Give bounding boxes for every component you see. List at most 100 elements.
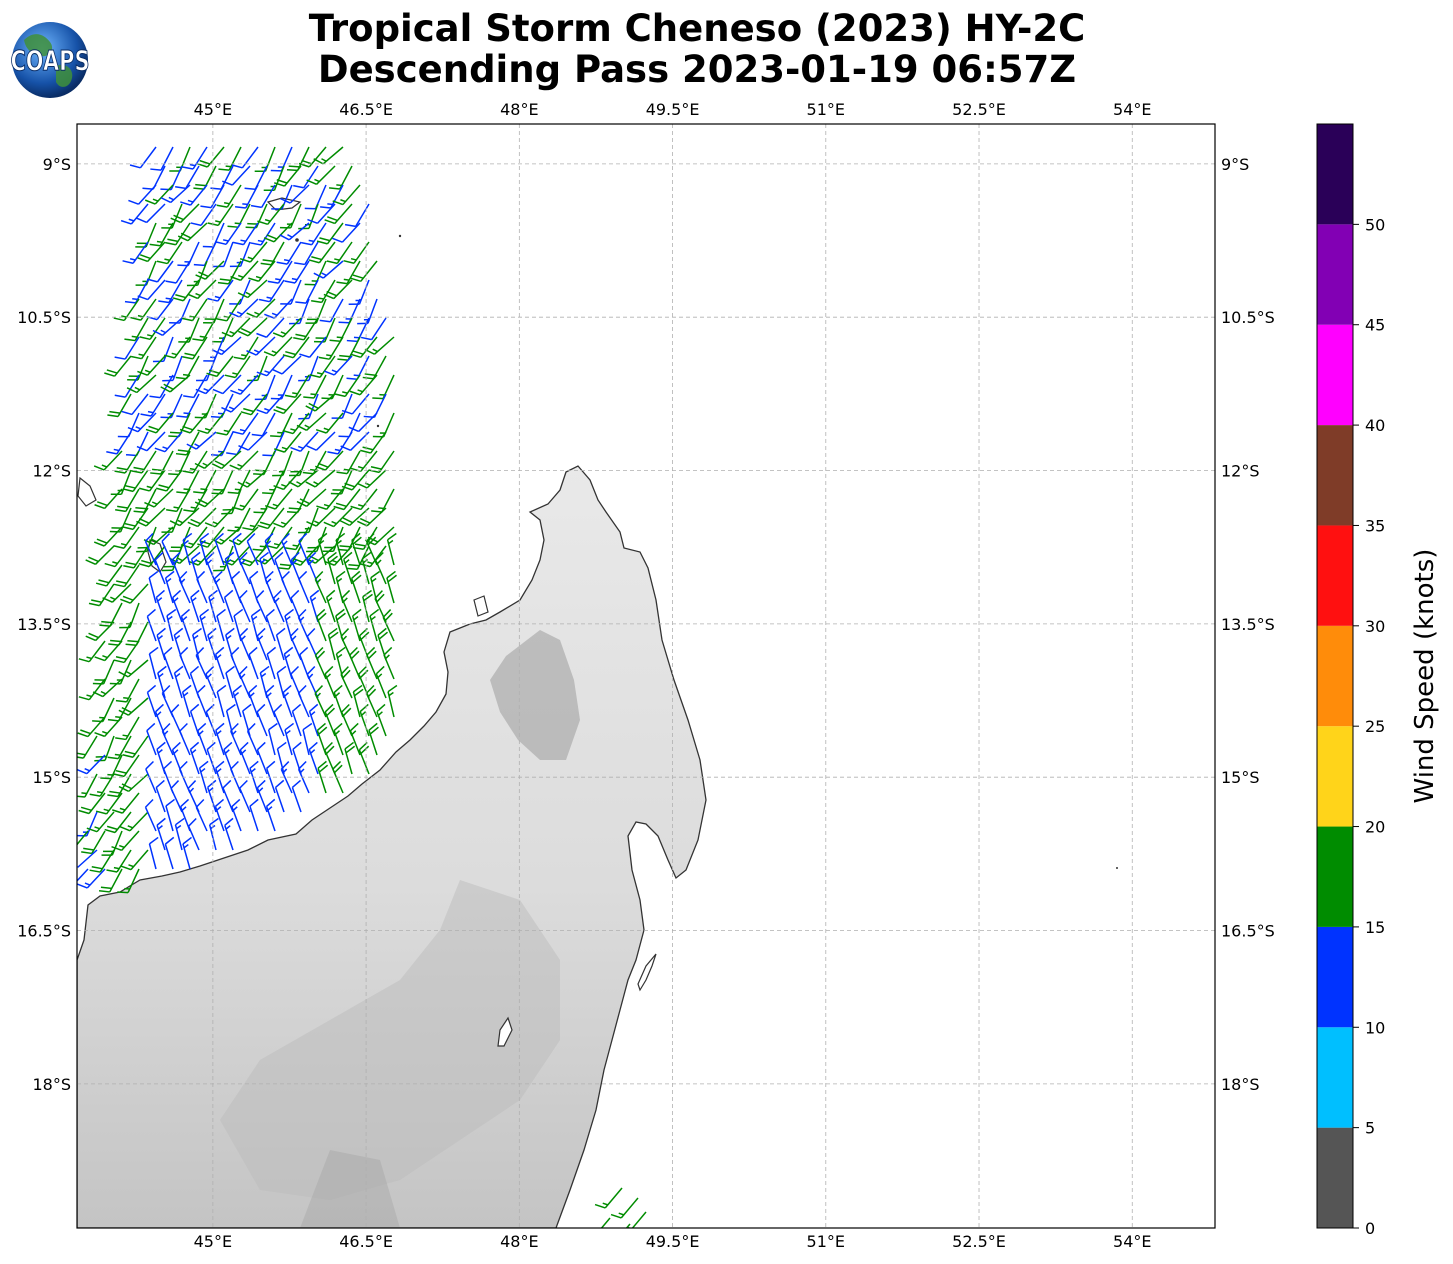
wind-barb xyxy=(196,355,217,382)
wind-barb xyxy=(299,336,327,358)
wind-barb xyxy=(594,1187,623,1209)
wind-barb xyxy=(272,589,285,623)
wind-barb xyxy=(238,589,251,623)
wind-barb xyxy=(341,589,353,623)
wind-barb xyxy=(164,836,175,870)
wind-barb xyxy=(293,317,319,341)
wind-barb xyxy=(294,241,319,266)
lat-tick-label-right: 15°S xyxy=(1221,768,1260,787)
wind-barb xyxy=(383,646,395,680)
wind-barb xyxy=(124,317,149,342)
wind-barb xyxy=(275,627,286,661)
wind-barb xyxy=(118,773,149,793)
wind-barb xyxy=(182,532,193,566)
wind-barb xyxy=(265,798,276,832)
wind-barb xyxy=(335,532,346,566)
wind-barb xyxy=(152,317,183,336)
wind-barb xyxy=(182,450,208,474)
wind-barb xyxy=(333,722,344,756)
wind-barb xyxy=(349,646,361,680)
wind-barb xyxy=(289,627,302,661)
wind-barb xyxy=(106,431,132,455)
wind-barb xyxy=(195,647,208,680)
lon-tick-label-bottom: 45°E xyxy=(194,1232,232,1251)
wind-barb xyxy=(218,146,242,171)
wind-barb xyxy=(323,507,353,528)
wind-barb xyxy=(305,469,336,488)
colorbar-tick-label: 40 xyxy=(1365,416,1385,435)
wind-barb xyxy=(364,336,395,355)
wind-barb xyxy=(216,412,242,436)
wind-barb xyxy=(298,570,310,604)
wind-barb xyxy=(256,393,285,415)
wind-barb xyxy=(256,627,268,661)
wind-barb xyxy=(365,684,378,718)
wind-barb xyxy=(136,507,166,527)
wind-barb xyxy=(258,279,285,303)
wind-barb xyxy=(215,760,225,794)
wind-barb xyxy=(107,393,132,418)
wind-barb xyxy=(291,703,302,737)
wind-barb xyxy=(323,279,353,300)
wind-barb xyxy=(279,222,310,241)
wind-barb xyxy=(282,684,293,718)
wind-barb xyxy=(241,703,252,737)
wind-barb xyxy=(137,279,166,301)
wind-barb xyxy=(263,222,293,243)
wind-barb xyxy=(129,146,157,169)
wind-barb xyxy=(276,741,287,775)
lon-tick-label-top: 45°E xyxy=(194,100,232,119)
wind-barb xyxy=(118,697,149,716)
wind-barb xyxy=(229,298,259,318)
wind-barb xyxy=(120,849,149,871)
lon-tick-label-bottom: 48°E xyxy=(500,1232,538,1251)
wind-barb xyxy=(246,336,276,356)
wind-barb xyxy=(148,570,159,604)
wind-barb xyxy=(144,184,174,205)
wind-barb xyxy=(144,533,157,566)
wind-barb xyxy=(273,469,302,491)
wind-barb xyxy=(296,488,327,508)
wind-barbs-layer xyxy=(77,146,647,1228)
wind-barb xyxy=(360,431,387,454)
wind-barb xyxy=(78,678,106,701)
axis-ticks: 45°E 45°E 46.5°E 46.5°E 48°E 48°E 49.5°E 49.5°E… xyxy=(17,100,1275,1251)
wind-barb xyxy=(161,533,174,566)
colorbar-bin xyxy=(1317,625,1353,727)
wind-barb xyxy=(257,507,285,530)
wind-barb xyxy=(144,798,157,832)
wind-barb xyxy=(182,336,208,360)
wind-barb xyxy=(145,760,157,794)
colorbar-bin xyxy=(1317,525,1353,626)
lat-tick-label-right: 10.5°S xyxy=(1221,308,1275,327)
wind-barb xyxy=(336,450,361,475)
wind-barb xyxy=(113,526,140,549)
wind-barb xyxy=(94,716,123,738)
wind-barb xyxy=(232,684,243,718)
wind-barb xyxy=(229,450,259,471)
wind-barb xyxy=(140,393,166,417)
wind-barb xyxy=(171,589,183,623)
wind-barb xyxy=(199,608,210,642)
colorbar-bin xyxy=(1317,425,1353,526)
wind-barb xyxy=(368,450,395,474)
wind-barb xyxy=(350,260,378,283)
wind-barb xyxy=(387,684,398,718)
wind-barb xyxy=(232,222,259,246)
wind-barb xyxy=(133,488,157,513)
wind-barb xyxy=(252,526,276,551)
colorbar-bin xyxy=(1317,324,1353,426)
wind-barb xyxy=(233,336,259,360)
wind-barb xyxy=(94,488,123,510)
wind-barb xyxy=(230,260,259,282)
wind-barb xyxy=(155,469,183,492)
wind-barb xyxy=(196,684,208,718)
wind-barb xyxy=(126,374,157,394)
wind-barb xyxy=(114,450,140,474)
wind-barb xyxy=(325,589,336,623)
wind-barb xyxy=(138,545,166,568)
wind-barb xyxy=(156,241,183,265)
wind-barb xyxy=(274,165,302,187)
lat-tick-label-left: 16.5°S xyxy=(17,922,71,941)
